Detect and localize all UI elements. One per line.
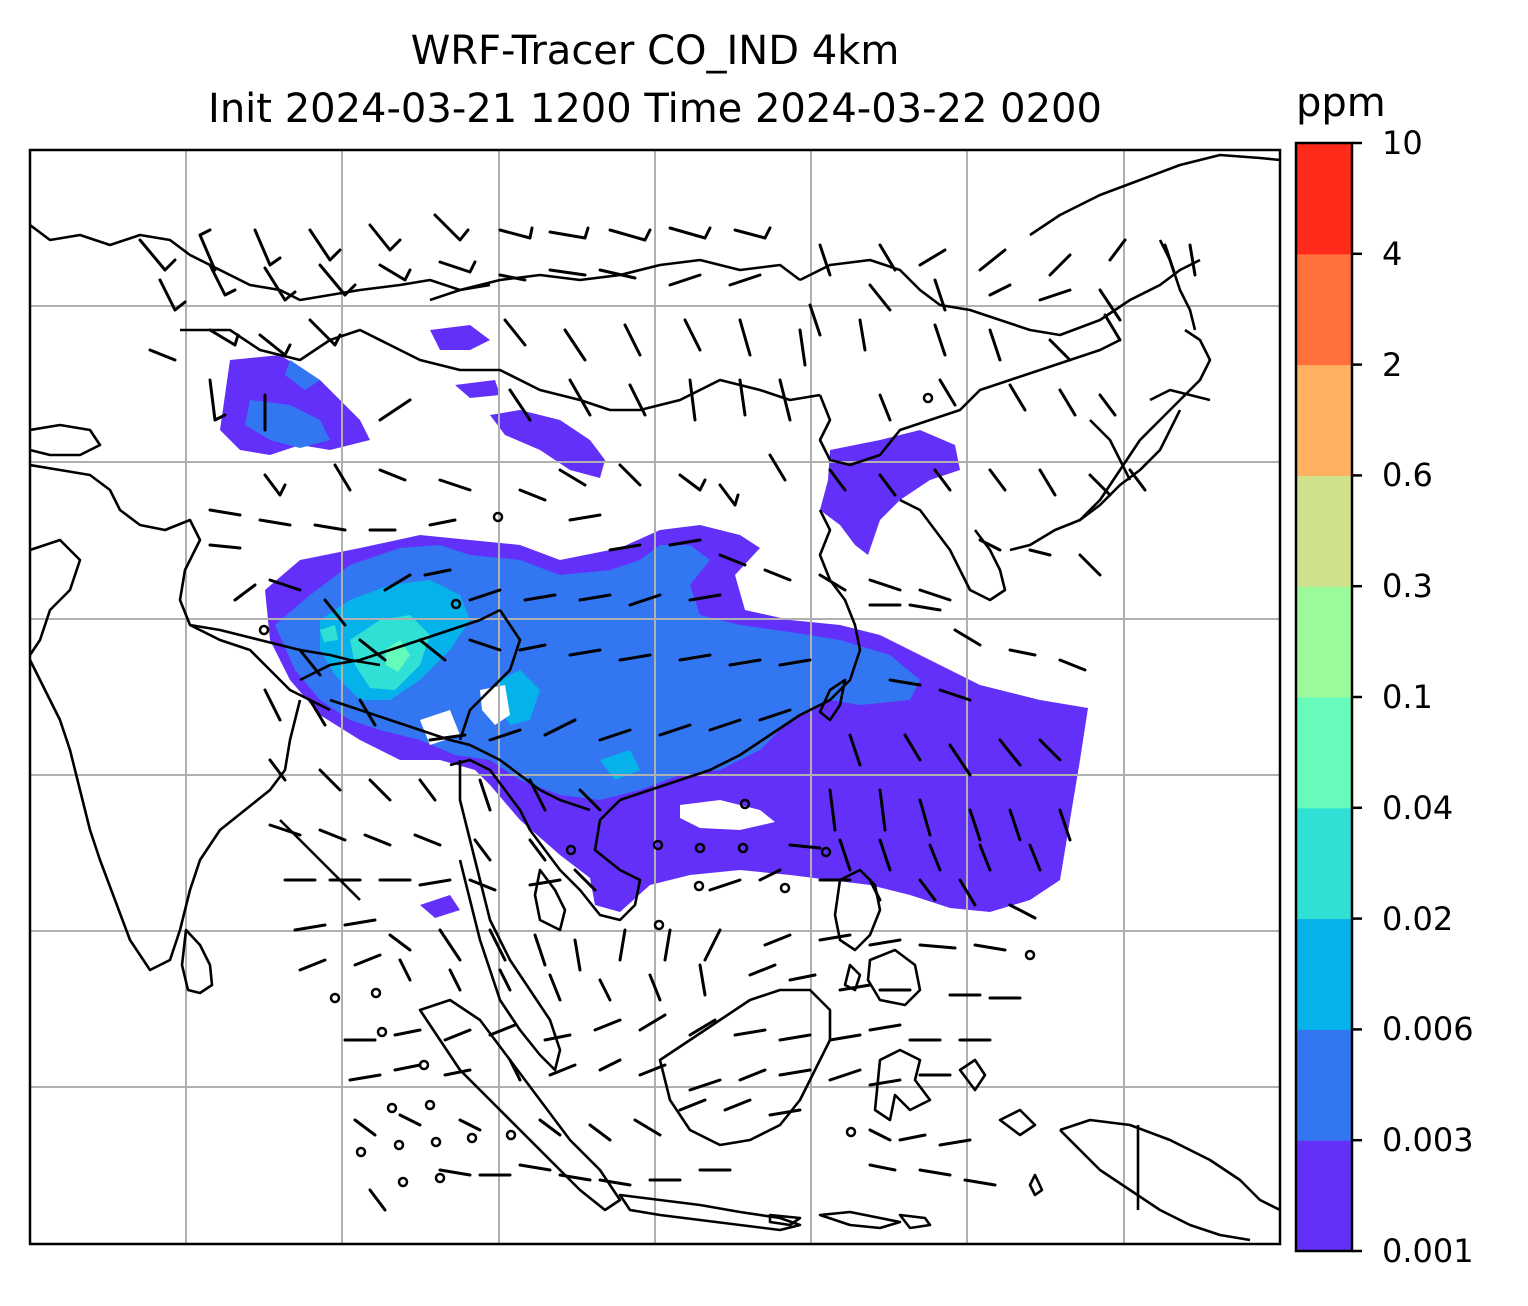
colorbar-segment <box>1296 364 1352 476</box>
colorbar-segment <box>1296 586 1352 698</box>
colorbar-tick-label: 4 <box>1382 234 1403 273</box>
colorbar-tick-label: 0.006 <box>1382 1010 1474 1049</box>
colorbar-tick-label: 0.6 <box>1382 456 1433 495</box>
calm-wind-markers <box>258 392 1036 1188</box>
colorbar-segment <box>1296 807 1352 920</box>
wind-barbs <box>138 213 1197 1212</box>
tracer-level-0.04 <box>385 640 410 672</box>
colorbar-tick-label: 0.1 <box>1382 678 1433 716</box>
colorbar-tick-label: 2 <box>1382 345 1403 384</box>
colorbar-tick-label: 10 <box>1382 124 1423 162</box>
colorbar-segment <box>1296 918 1352 1030</box>
colorbar-tick-label: 0.02 <box>1382 899 1454 938</box>
colorbar-segment <box>1296 143 1352 255</box>
colorbar-segment <box>1296 475 1352 587</box>
map-title-line-1: WRF-Tracer CO_IND 4km <box>410 28 900 74</box>
colorbar-tick-label: 0.3 <box>1382 567 1433 606</box>
colorbar-tick-label: 0.001 <box>1382 1232 1474 1270</box>
map-gridlines <box>30 150 1280 1244</box>
colorbar <box>1294 141 1362 1253</box>
map-frame <box>28 148 1282 1246</box>
colorbar-tick-label: 0.003 <box>1382 1121 1474 1160</box>
map-panel <box>28 148 1282 1246</box>
colorbar-tick-label: 0.04 <box>1382 788 1454 827</box>
colorbar-segment <box>1296 1029 1352 1141</box>
colorbar-segment <box>1296 697 1352 809</box>
map-title-line-2: Init 2024-03-21 1200 Time 2024-03-22 020… <box>208 86 1102 132</box>
colorbar-segment <box>1296 253 1352 366</box>
colorbar-segment <box>1296 1140 1352 1252</box>
